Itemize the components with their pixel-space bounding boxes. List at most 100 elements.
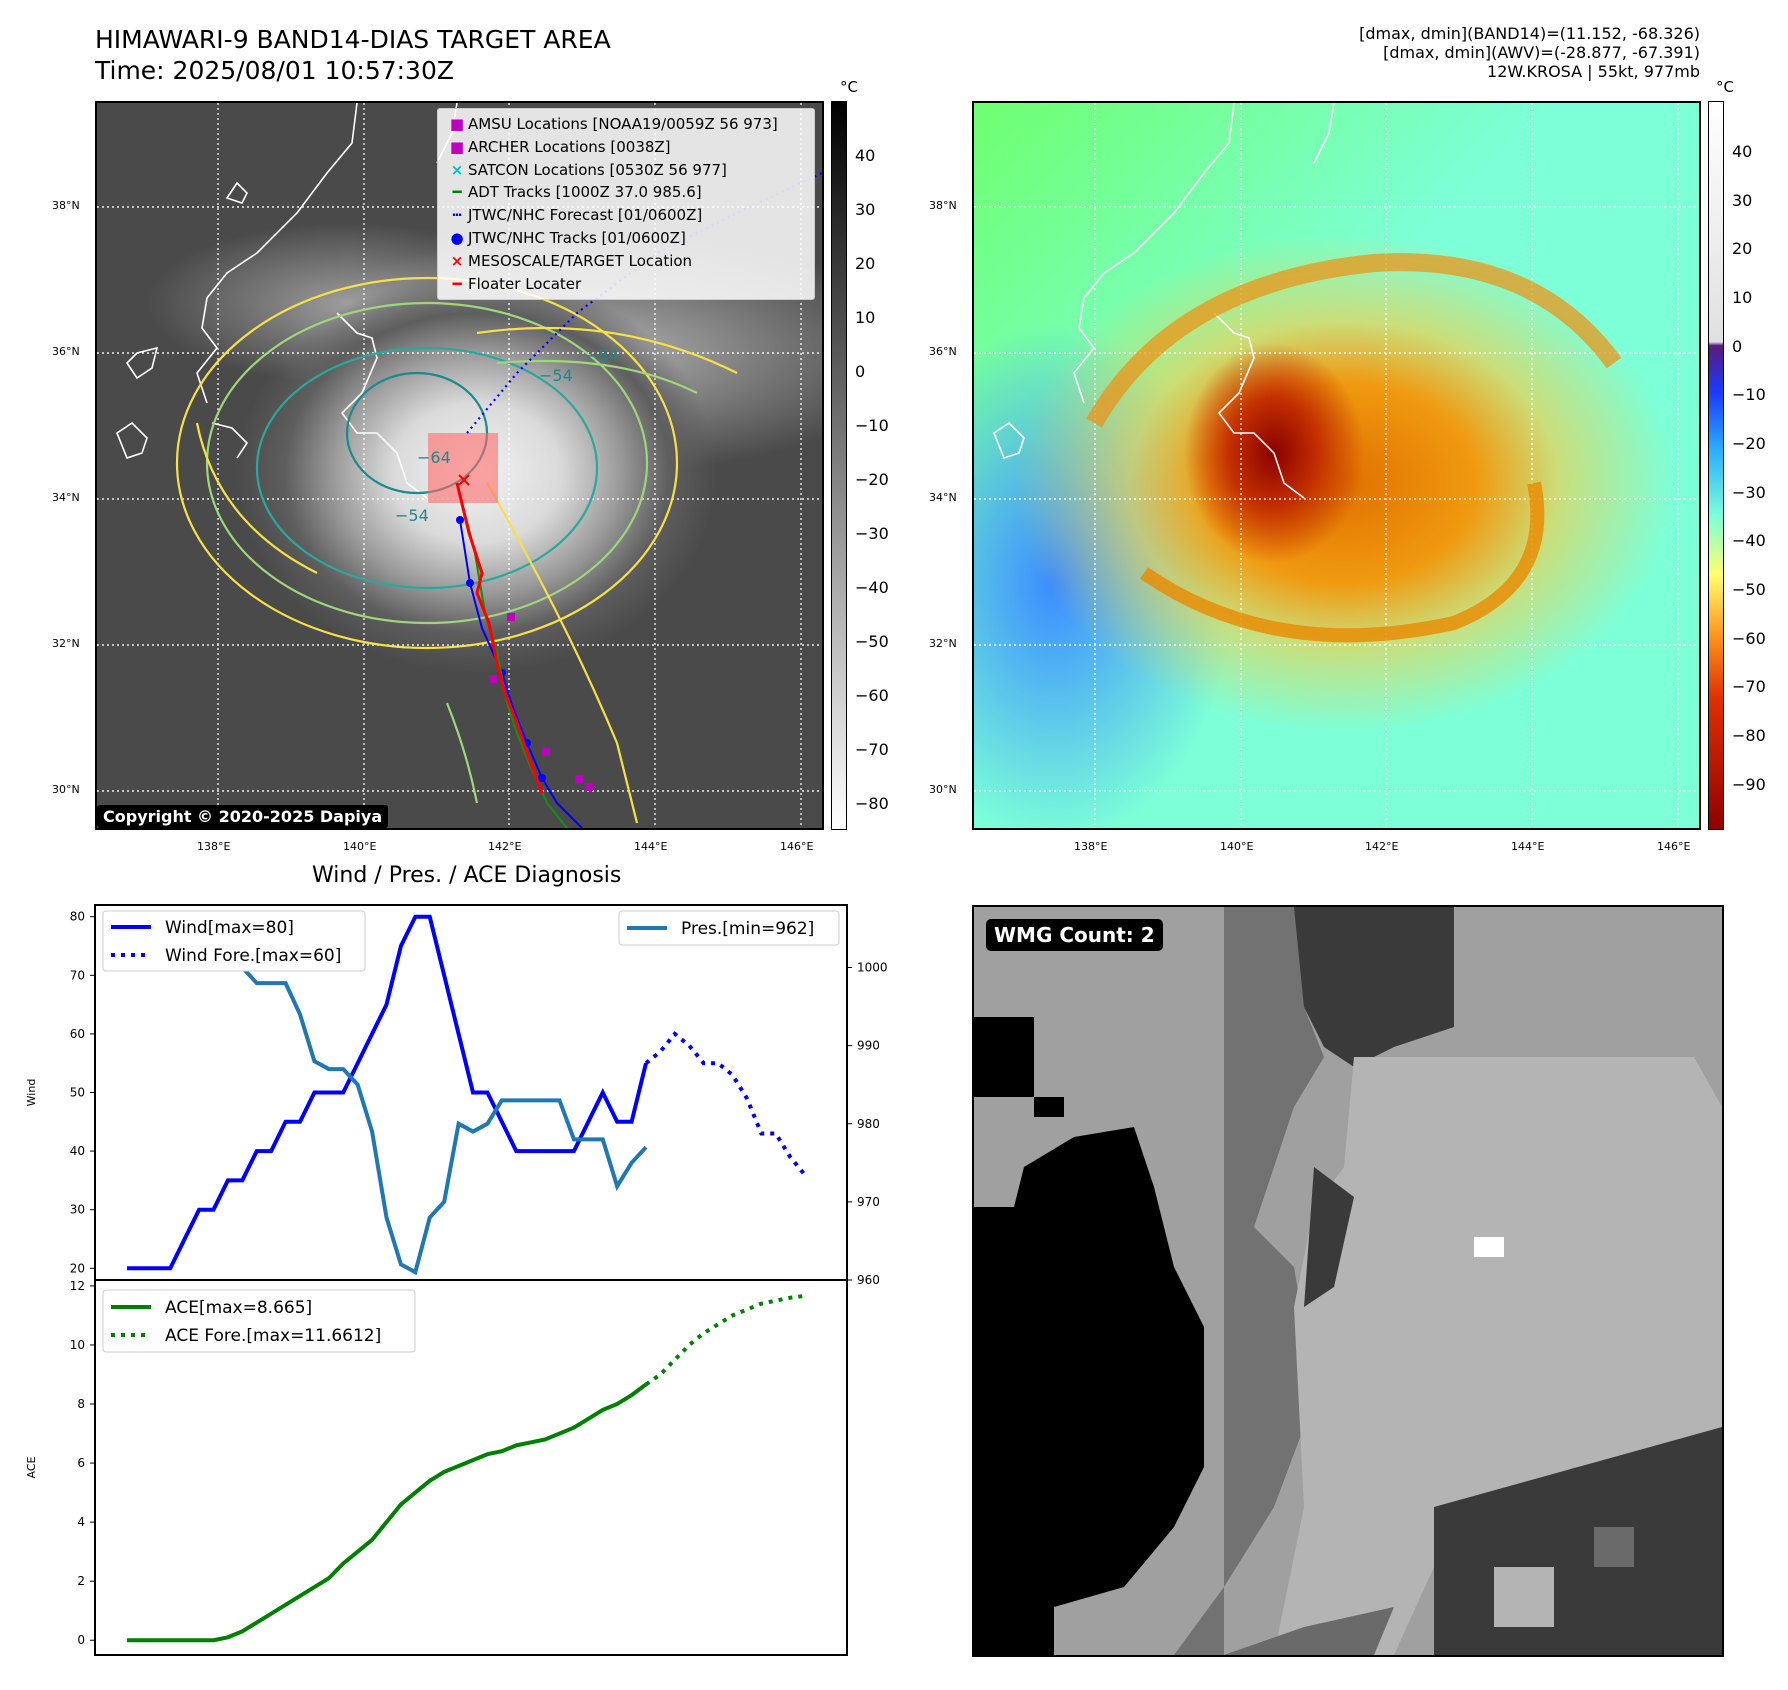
lat-label: 36°N [929,345,957,358]
wind-legend-box [102,910,366,972]
legend-item-satcon: × SATCON Locations [0530Z 56 977] [446,159,806,182]
line-marker-icon: ━ [452,274,462,293]
y-tick-label: 2 [77,1574,85,1588]
line-dot-icon: ● [450,228,464,247]
lon-label: 138°E [1074,840,1108,853]
colorbar-tick: 20 [855,254,876,273]
line-marker-icon: ━ [452,183,462,202]
info-awv: [dmax, dmin](AWV)=(-28.877, -67.391) [1383,43,1700,62]
lon-label: 146°E [1657,840,1691,853]
lon-label: 146°E [780,840,814,853]
y-tick-label: 60 [70,1027,85,1041]
info-storm: 12W.KROSA | 55kt, 977mb [1487,62,1700,81]
figure-title: HIMAWARI-9 BAND14-DIAS TARGET AREA [95,25,611,54]
colorbar-tick: 0 [1732,337,1743,356]
colorbar-tick: 20 [1732,239,1753,258]
info-block: [dmax, dmin](BAND14)=(11.152, -68.326) [… [1359,24,1700,81]
colorbar-tick: −30 [1732,483,1766,502]
bw-map-panel: −64 −54 −54 −54 ■ AMSU Locations [NOAA19/… [95,101,824,830]
dotted-line-icon: ┅ [452,206,462,225]
y-tick-label: 70 [70,968,85,982]
ace-series-line-1 [644,1293,805,1387]
legend-item-floater: ━ Floater Locater [446,273,806,296]
y-tick-label: 40 [70,1144,85,1158]
y-tick-label: 30 [70,1203,85,1217]
y-tick-label: 6 [77,1456,85,1470]
y-axis-label: ACE [25,1456,38,1478]
colorbar-tick: −20 [855,470,889,489]
map-legend: ■ AMSU Locations [NOAA19/0059Z 56 973] ■ A… [437,108,815,301]
copyright-badge: Copyright © 2020-2025 Dapiya [97,805,389,828]
pres-legend-label: Pres.[min=962] [681,919,814,939]
colorbar-tick: 0 [855,362,866,381]
y-right-tick-label: 960 [857,1273,880,1287]
legend-item-amsu: ■ AMSU Locations [NOAA19/0059Z 56 973] [446,113,806,136]
colorbar-unit: °C [1716,78,1734,96]
square-marker-icon: ■ [449,115,465,133]
wind-legend-label: Wind[max=80] [165,918,294,938]
colorbar-tick: −30 [855,524,889,543]
diagnosis-chart: 203040506070809609709809901000WindPressu… [25,904,888,1656]
wmg-count-badge: WMG Count: 2 [986,919,1163,951]
colorbar-tick: 40 [1732,142,1753,161]
color-map-svg [974,103,1699,828]
x-marker-icon: × [450,251,464,270]
lon-label: 138°E [197,840,231,853]
figure-time: Time: 2025/08/01 10:57:30Z [95,56,454,85]
series-line-0 [127,914,648,1271]
wmg-panel: WMG Count: 2 [972,905,1724,1657]
colorbar-tick: −70 [855,740,889,759]
colorbar-tick: −60 [855,686,889,705]
y-tick-label: 80 [70,910,85,924]
colorbar-tick: −40 [855,578,889,597]
y-tick-label: 20 [70,1261,85,1275]
lat-label: 38°N [52,199,80,212]
colorbar-tick: −70 [1732,677,1766,696]
bottom-plot-frame [94,1279,848,1656]
legend-item-archer: ■ ARCHER Locations [0038Z] [446,136,806,159]
lon-label: 144°E [1511,840,1545,853]
bw-colorbar [831,101,847,830]
y-tick-label: 4 [77,1515,85,1529]
y-right-tick-label: 1000 [857,961,888,975]
lon-label: 142°E [488,840,522,853]
wind-fore-legend-label: Wind Fore.[max=60] [165,946,341,966]
lat-label: 32°N [52,637,80,650]
colorbar-tick: 30 [1732,191,1753,210]
colorbar-tick: 40 [855,146,876,165]
y-right-tick-label: 970 [857,1195,880,1209]
chart-title: Wind / Pres. / ACE Diagnosis [312,863,622,888]
colorbar-tick: 10 [1732,288,1753,307]
colorbar-unit: °C [840,78,858,96]
contour-label: −54 [539,366,573,385]
color-map-panel [972,101,1701,830]
colorbar-tick: 30 [855,200,876,219]
ace-fore-legend-label: ACE Fore.[max=11.6612] [165,1326,381,1346]
colorbar-tick: −80 [1732,726,1766,745]
colorbar-tick: −10 [1732,385,1766,404]
color-colorbar [1708,101,1724,830]
lat-label: 36°N [52,345,80,358]
y-tick-label: 50 [70,1086,85,1100]
colorbar-tick: −60 [1732,629,1766,648]
lat-label: 30°N [929,783,957,796]
colorbar-tick: −40 [1732,531,1766,550]
pres-legend-box [618,910,840,946]
y-axis-label: Wind [25,1079,38,1107]
lat-label: 34°N [929,491,957,504]
legend-item-target: × MESOSCALE/TARGET Location [446,250,806,273]
legend-item-forecast: ┅ JTWC/NHC Forecast [01/0600Z] [446,204,806,227]
lon-label: 140°E [1220,840,1254,853]
ace-legend-box [102,1289,416,1353]
contour-label: −54 [395,506,429,525]
series-line-1 [644,1031,807,1176]
colorbar-tick: −20 [1732,434,1766,453]
lat-label: 38°N [929,199,957,212]
lon-label: 144°E [634,840,668,853]
ace-legend-label: ACE[max=8.665] [165,1298,312,1318]
colorbar-tick: −10 [855,416,889,435]
y-right-tick-label: 980 [857,1117,880,1131]
lat-label: 34°N [52,491,80,504]
wmg-image [974,907,1722,1655]
lon-label: 142°E [1365,840,1399,853]
